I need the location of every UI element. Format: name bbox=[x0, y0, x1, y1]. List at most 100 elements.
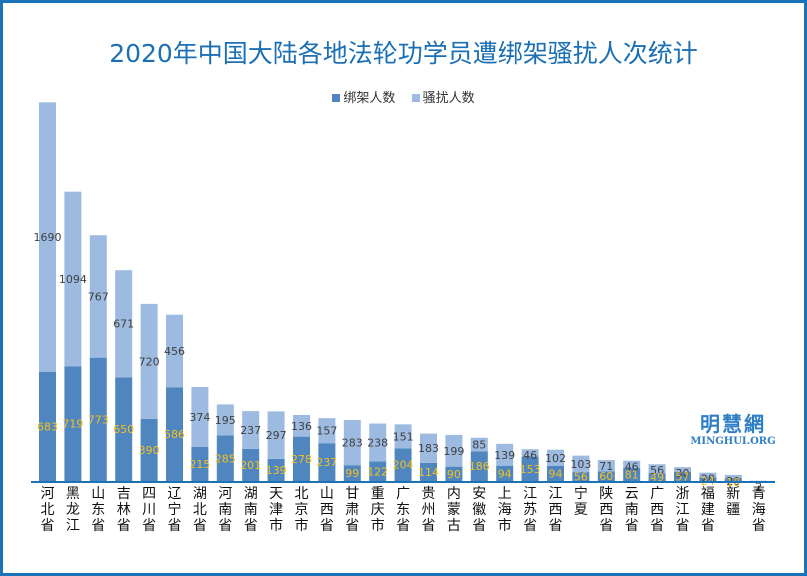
bar-harassed bbox=[140, 303, 158, 419]
x-tick-label: 蒙 bbox=[447, 502, 461, 518]
x-tick-label: 南 bbox=[218, 502, 232, 518]
x-tick-label: 省 bbox=[345, 518, 359, 534]
bar-harassed bbox=[267, 411, 285, 459]
x-tick-label: 新 bbox=[726, 486, 740, 502]
x-tick-label: 陕 bbox=[599, 486, 613, 502]
legend-swatch-harassed bbox=[411, 94, 420, 102]
x-tick-label: 省 bbox=[320, 518, 334, 534]
bar-abducted bbox=[191, 446, 209, 481]
bar-abducted bbox=[470, 451, 488, 481]
bar-harassed bbox=[293, 414, 310, 437]
data-label-harassed: 297 bbox=[266, 429, 287, 442]
x-tick-label: 省 bbox=[396, 518, 410, 534]
data-label-abducted: 99 bbox=[345, 467, 359, 480]
data-label-harassed: 102 bbox=[545, 452, 566, 465]
bar-harassed bbox=[166, 314, 183, 388]
data-label-abducted: 719 bbox=[62, 418, 83, 431]
x-tick-label: 广 bbox=[396, 486, 410, 502]
data-label-harassed: 157 bbox=[316, 425, 337, 438]
x-tick-label: 西 bbox=[320, 502, 334, 518]
x-tick-label: 津 bbox=[269, 502, 283, 518]
x-tick-label: 福 bbox=[701, 486, 715, 502]
legend-label-harassed: 骚扰人数 bbox=[422, 91, 475, 106]
bar-harassed bbox=[521, 449, 539, 457]
x-tick-label: 川 bbox=[142, 502, 156, 518]
bar-harassed bbox=[547, 449, 564, 466]
data-label-harassed: 46 bbox=[523, 449, 537, 462]
x-tick-label: 肃 bbox=[345, 502, 359, 518]
bar-harassed bbox=[394, 424, 412, 449]
bar-harassed bbox=[674, 467, 691, 472]
bar-abducted bbox=[267, 458, 285, 481]
bar-harassed bbox=[623, 460, 641, 469]
bar-abducted bbox=[699, 477, 717, 481]
x-tick-label: 省 bbox=[41, 518, 55, 534]
data-label-abducted: 56 bbox=[574, 471, 588, 484]
bar-abducted bbox=[394, 448, 412, 481]
x-tick-label: 徽 bbox=[472, 502, 486, 518]
data-label-harassed: 238 bbox=[367, 437, 388, 450]
bar-harassed bbox=[343, 420, 361, 466]
data-label-harassed: 199 bbox=[443, 445, 464, 458]
x-tick-label: 市 bbox=[371, 517, 385, 534]
data-label-abducted: 81 bbox=[625, 469, 639, 482]
x-tick-label: 省 bbox=[676, 518, 690, 534]
x-tick-label: 省 bbox=[218, 518, 232, 534]
x-tick-label: 省 bbox=[523, 518, 537, 534]
x-tick-label: 古 bbox=[447, 518, 461, 534]
x-tick-label: 江 bbox=[66, 518, 80, 534]
x-tick-label: 省 bbox=[244, 518, 258, 534]
data-label-harassed: 71 bbox=[599, 460, 613, 473]
data-label-harassed: 374 bbox=[189, 411, 210, 424]
data-label-abducted: 139 bbox=[266, 464, 287, 477]
data-label-abducted: 153 bbox=[520, 463, 541, 476]
bar-abducted bbox=[64, 366, 82, 481]
data-label-harassed: 456 bbox=[164, 345, 185, 358]
data-label-harassed: 151 bbox=[393, 430, 414, 443]
x-tick-label: 南 bbox=[625, 502, 639, 518]
logo-en: MINGHUI.ORG bbox=[690, 436, 776, 447]
x-tick-label: 省 bbox=[599, 518, 613, 534]
x-tick-label: 河 bbox=[218, 486, 232, 502]
x-tick-label: 湖 bbox=[193, 486, 207, 502]
bar-harassed bbox=[369, 423, 387, 462]
bar-harassed bbox=[89, 235, 107, 358]
x-tick-label: 南 bbox=[244, 502, 258, 518]
bar-abducted bbox=[39, 372, 56, 481]
bar-abducted bbox=[623, 468, 641, 481]
data-label-abducted: 201 bbox=[240, 459, 261, 472]
data-label-harassed: 720 bbox=[139, 355, 160, 368]
data-label-harassed: 767 bbox=[88, 290, 109, 303]
bar-abducted bbox=[597, 471, 615, 481]
bar-abducted bbox=[89, 357, 107, 481]
data-label-abducted: 586 bbox=[164, 428, 185, 441]
data-label-harassed: 183 bbox=[418, 442, 439, 455]
bar-harassed bbox=[445, 434, 463, 467]
x-tick-label: 西 bbox=[599, 502, 613, 518]
legend-label-abducted: 绑架人数 bbox=[343, 91, 396, 106]
bar-harassed bbox=[496, 443, 514, 466]
x-tick-label: 西 bbox=[549, 502, 563, 518]
x-tick-label: 东 bbox=[396, 502, 410, 518]
bar-abducted bbox=[293, 436, 310, 481]
x-tick-label: 重 bbox=[371, 486, 385, 502]
x-tick-label: 宁 bbox=[168, 501, 182, 518]
x-tick-label: 省 bbox=[472, 518, 486, 534]
chart-title: 2020年中国大陆各地法轮功学员遭绑架骚扰人次统计 bbox=[109, 39, 698, 68]
x-tick-label: 林 bbox=[117, 502, 131, 518]
bar-abducted bbox=[674, 471, 691, 481]
data-label-abducted: 60 bbox=[599, 470, 613, 483]
x-tick-label: 东 bbox=[91, 502, 105, 518]
x-tick-label: 江 bbox=[549, 486, 563, 502]
x-tick-label: 内 bbox=[447, 486, 461, 502]
data-label-abducted: 49 bbox=[650, 471, 664, 484]
minghui-logo: 明慧網 MINGHUI.ORG bbox=[688, 408, 778, 447]
data-label-abducted: 683 bbox=[37, 421, 58, 434]
data-label-abducted: 114 bbox=[418, 466, 439, 479]
x-tick-label: 州 bbox=[422, 502, 436, 518]
x-tick-label: 省 bbox=[422, 518, 436, 534]
x-tick-label: 省 bbox=[91, 518, 105, 534]
data-label-abducted: 650 bbox=[113, 423, 134, 436]
x-tick-label: 省 bbox=[752, 518, 766, 534]
